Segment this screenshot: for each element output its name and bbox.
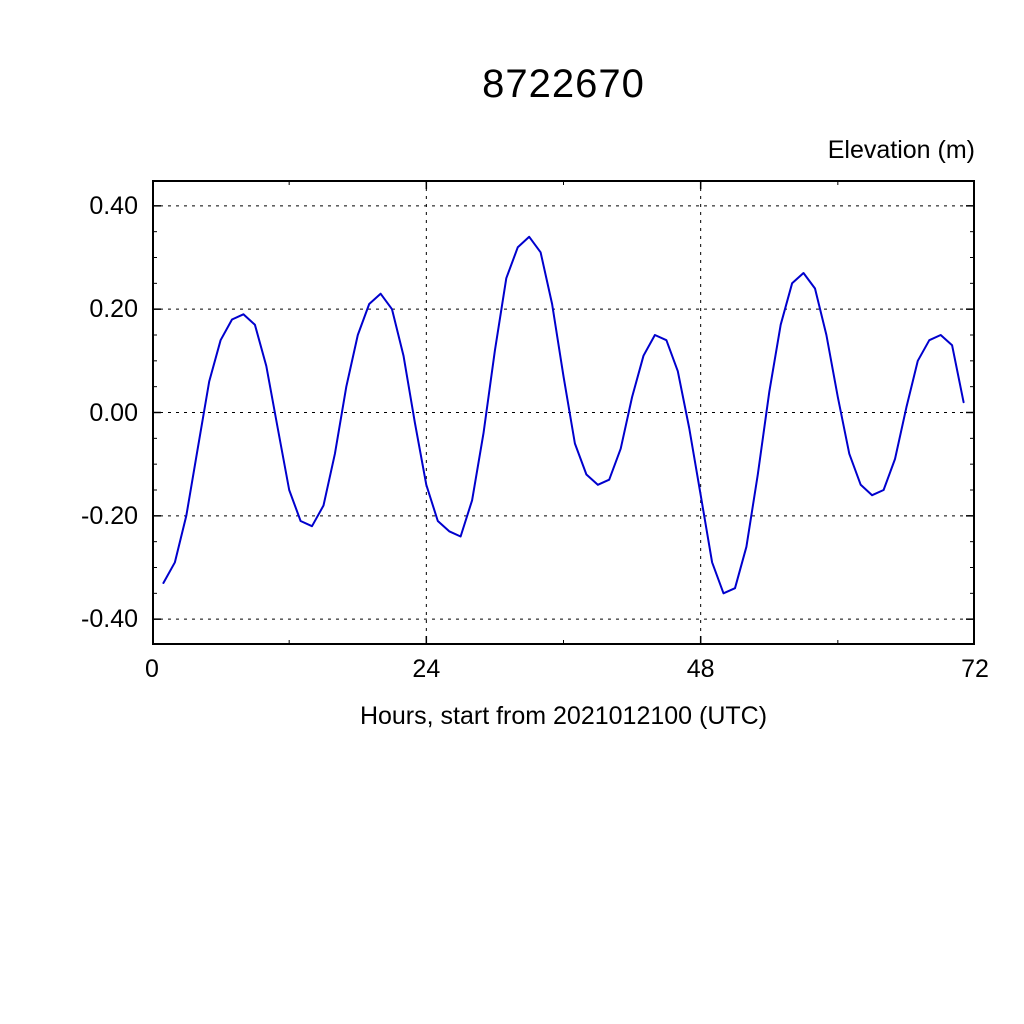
- y-tick-label: 0.00: [89, 398, 138, 427]
- x-tick-label: 72: [961, 655, 989, 683]
- x-tick-label: 0: [145, 655, 159, 683]
- plot-frame: [152, 180, 975, 645]
- y-tick-label: 0.40: [89, 191, 138, 220]
- x-axis-label: Hours, start from 2021012100 (UTC): [359, 702, 768, 730]
- y-tick-label: -0.40: [81, 605, 138, 634]
- chart-title: 8722670: [482, 62, 645, 106]
- tide-curve: [162, 235, 965, 595]
- plot-area: [151, 179, 976, 645]
- elevation-unit-label: Elevation (m): [827, 136, 975, 164]
- plot-svg: [151, 179, 976, 645]
- y-tick-label: 0.20: [89, 295, 138, 324]
- y-tick-label: -0.20: [81, 501, 138, 530]
- x-tick-label: 48: [686, 655, 715, 683]
- x-tick-label: 24: [412, 655, 441, 683]
